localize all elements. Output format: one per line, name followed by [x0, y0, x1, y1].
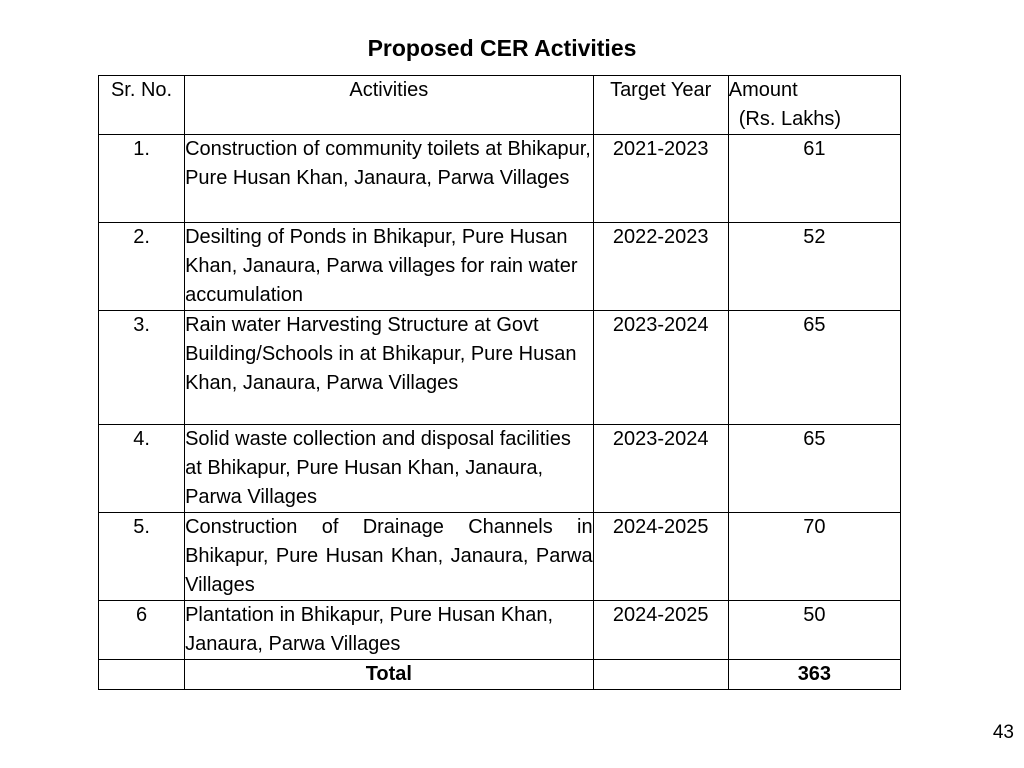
cell-target-year: 2024-2025: [592, 512, 729, 601]
cell-amount: 52: [727, 222, 902, 311]
cell-amount: 70: [727, 512, 902, 601]
total-amount: 363: [727, 659, 902, 690]
page-number: 43: [992, 722, 1014, 743]
table-row: 3. Rain water Harvesting Structure at Go…: [97, 310, 902, 425]
table-header-row: Sr. No. Activities Target Year Amount (R…: [97, 75, 902, 135]
cell-target-year: 2021-2023: [592, 134, 729, 223]
cell-amount: 65: [727, 424, 902, 513]
header-target-year: Target Year: [592, 75, 729, 135]
cell-amount: 50: [727, 600, 902, 660]
header-sr-no: Sr. No.: [97, 75, 186, 135]
header-amount-unit: (Rs. Lakhs): [738, 108, 841, 130]
cell-sr-no: 6: [97, 600, 186, 660]
cell-activity: Desilting of Ponds in Bhikapur, Pure Hus…: [184, 222, 594, 311]
cer-activities-table: Sr. No. Activities Target Year Amount (R…: [97, 75, 902, 690]
header-amount-label: Amount: [728, 79, 798, 101]
table-row: 2. Desilting of Ponds in Bhikapur, Pure …: [97, 222, 902, 311]
cell-sr-no: 2.: [97, 222, 186, 311]
cell-total-empty: [97, 659, 186, 690]
total-label: Total: [184, 659, 594, 690]
cell-target-year: 2024-2025: [592, 600, 729, 660]
header-activities: Activities: [184, 75, 594, 135]
total-row: Total 363: [97, 659, 902, 690]
header-amount: Amount (Rs. Lakhs): [727, 75, 902, 135]
cell-target-year: 2023-2024: [592, 424, 729, 513]
cell-amount: 65: [727, 310, 902, 425]
table-row: 1. Construction of community toilets at …: [97, 134, 902, 223]
cell-total-empty: [592, 659, 729, 690]
cell-target-year: 2022-2023: [592, 222, 729, 311]
table-row: 5. Construction of Drainage Channels in …: [97, 512, 902, 601]
cell-sr-no: 5.: [97, 512, 186, 601]
cell-activity: Solid waste collection and disposal faci…: [184, 424, 594, 513]
cell-sr-no: 3.: [97, 310, 186, 425]
cell-sr-no: 1.: [97, 134, 186, 223]
cell-target-year: 2023-2024: [592, 310, 729, 425]
cell-activity: Plantation in Bhikapur, Pure Husan Khan,…: [184, 600, 594, 660]
cell-activity: Rain water Harvesting Structure at Govt …: [184, 310, 594, 425]
cell-amount: 61: [727, 134, 902, 223]
table-row: 4. Solid waste collection and disposal f…: [97, 424, 902, 513]
page-title: Proposed CER Activities: [367, 35, 637, 61]
cell-sr-no: 4.: [97, 424, 186, 513]
cell-activity: Construction of community toilets at Bhi…: [184, 134, 594, 223]
table-row: 6 Plantation in Bhikapur, Pure Husan Kha…: [97, 600, 902, 660]
cell-activity: Construction of Drainage Channels in Bhi…: [184, 512, 594, 601]
